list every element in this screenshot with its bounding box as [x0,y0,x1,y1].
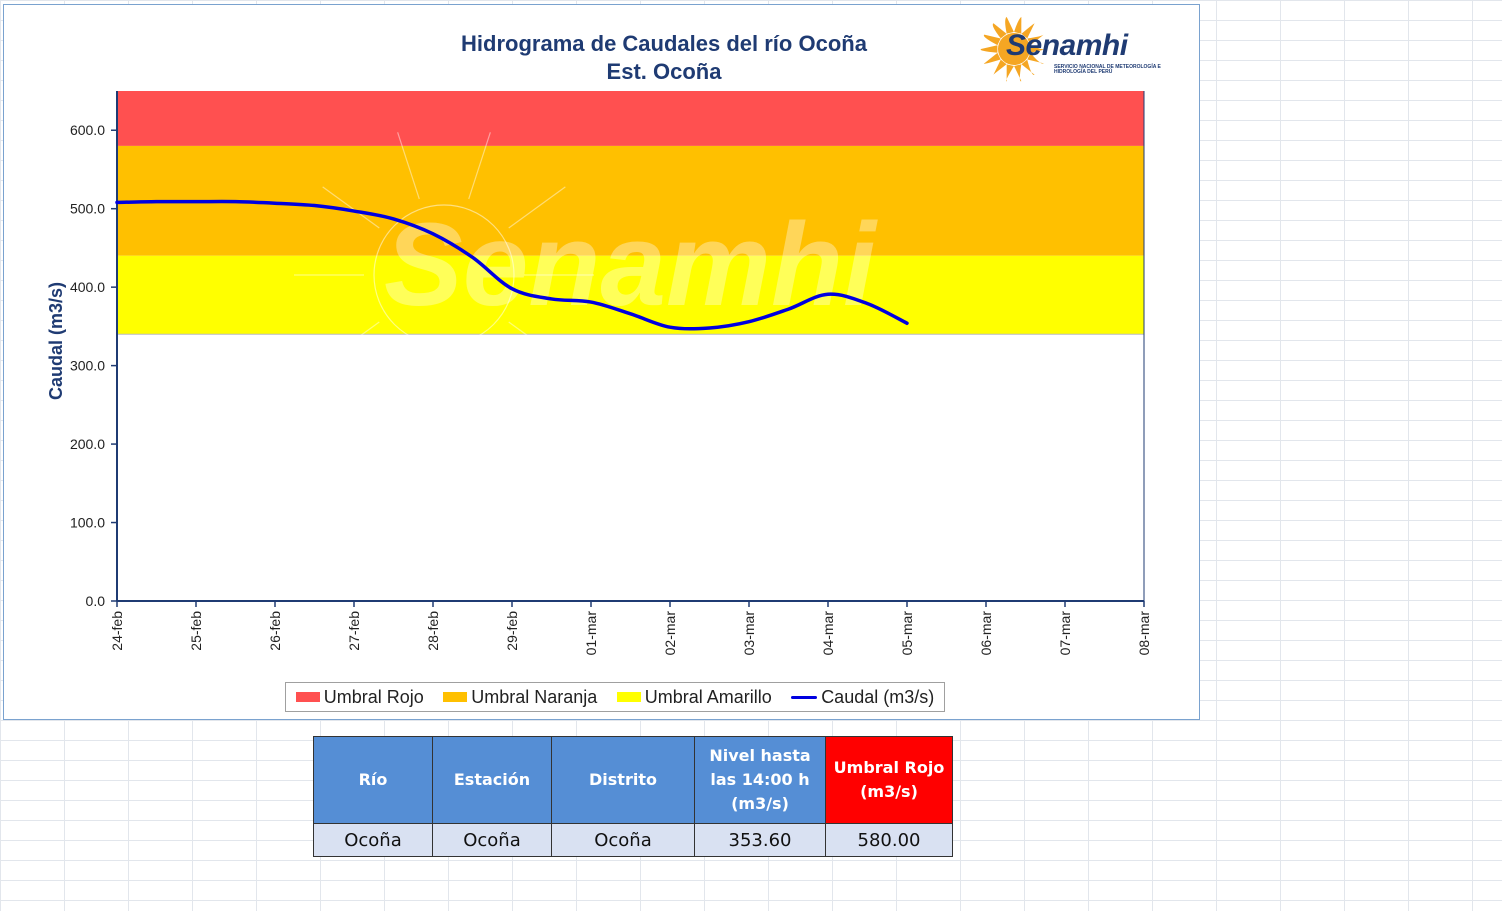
y-tick-label: 500.0 [70,201,105,217]
watermark-ray [397,132,420,200]
sun-ray [992,23,1007,39]
header-umbral-rojo: Umbral Rojo (m3/s) [825,736,953,824]
header-nivel: Nivel hasta las 14:00 h (m3/s) [694,736,826,824]
legend-item-naranja: Umbral Naranja [443,687,597,708]
x-tick-label: 04-mar [820,611,836,656]
x-tick-label: 01-mar [583,611,599,656]
sun-ray [992,59,1007,76]
watermark-ray [508,186,566,229]
x-tick-label: 26-feb [267,611,283,651]
y-tick-label: 400.0 [70,279,105,295]
x-tick-label: 02-mar [662,611,678,656]
y-tick-label: 100.0 [70,515,105,531]
legend-item-amarillo: Umbral Amarillo [616,686,772,708]
sun-ray [983,34,1001,46]
watermark-ray [322,186,380,229]
x-tick-label: 28-feb [425,611,441,651]
sun-ray [1014,64,1022,82]
sun-ray [1027,34,1044,46]
sun-ray [1014,16,1022,34]
watermark-text: Senamhi [384,199,878,331]
y-axis-label: Caudal (m3/s) [46,282,66,400]
y-tick-label: 300.0 [70,358,105,374]
x-tick-label: 29-feb [504,611,520,651]
band-0 [117,91,1144,146]
watermark-ray [508,321,566,364]
watermark-ray [397,350,420,418]
cell-rio: Ocoña [313,823,433,857]
sun-ray [983,52,1001,64]
chart-legend: Umbral Rojo Umbral Naranja Umbral Amaril… [285,682,945,712]
legend-item-caudal: Caudal (m3/s) [791,687,934,708]
table-header-row: Río Estación Distrito Nivel hasta las 14… [313,736,953,824]
watermark-ray [468,132,491,200]
legend-label-rojo: Umbral Rojo [323,686,424,707]
legend-label-naranja: Umbral Naranja [471,686,598,707]
x-tick-label: 27-feb [346,611,362,651]
watermark-ray [322,321,380,364]
watermark-sun [373,204,515,346]
summary-table: Río Estación Distrito Nivel hasta las 14… [313,736,953,857]
x-tick-label: 25-feb [188,611,204,651]
cell-estacion: Ocoña [432,823,552,857]
legend-label-amarillo: Umbral Amarillo [644,686,772,707]
header-estacion: Estación [432,736,552,824]
hydrograph-chart: Senamhi 0.0 100.0 200.0 300.0 400.0 500.0 600.0… [46,91,1152,656]
sun-ray [1005,64,1014,82]
chart-title: Hidrograma de Caudales del río Ocoña [461,31,867,56]
band-2 [117,255,1144,335]
legend-item-rojo: Umbral Rojo [295,686,424,708]
x-tick-label: 08-mar [1136,611,1152,656]
y-tick-label: 0.0 [86,593,106,609]
logo-wordmark: Senamhi [1006,29,1128,62]
cell-nivel: 353.60 [694,823,826,857]
x-tick-label: 03-mar [741,611,757,656]
x-tick-label: 07-mar [1057,611,1073,656]
sun-ray [980,45,998,53]
cell-distrito: Ocoña [551,823,695,857]
chart-subtitle: Est. Ocoña [606,59,722,84]
cell-umbral-rojo: 580.00 [825,823,953,857]
x-tick-label: 24-feb [109,611,125,651]
y-tick-label: 200.0 [70,436,105,452]
legend-line-caudal [791,695,818,699]
sun-ray [1027,52,1044,64]
sun-ray [1005,16,1014,34]
logo-subtitle: SERVICIO NACIONAL DE METEOROLOGÍA E HIDR… [1054,64,1161,75]
chart-frame: Senamhi 0.0 100.0 200.0 300.0 400.0 500.0 600.0… [3,4,1200,720]
header-distrito: Distrito [551,736,695,824]
sun-ray [1030,45,1047,53]
sun-icon [980,16,1047,82]
series-line-caudal [115,199,909,331]
header-rio: Río [313,736,433,824]
y-tick-label: 600.0 [70,122,105,138]
sun-ray [1021,59,1035,76]
watermark-ray [468,350,491,418]
x-tick-label: 05-mar [899,611,915,656]
band-1 [117,145,1144,256]
table-row: Ocoña Ocoña Ocoña 353.60 580.00 [313,823,953,857]
legend-swatch-amarillo [616,692,641,702]
legend-label-caudal: Caudal (m3/s) [821,686,935,707]
legend-swatch-naranja [443,692,468,702]
senamhi-logo: Senamhi SERVICIO NACIONAL DE METEOROLOGÍ… [976,15,1166,85]
sun-ray [1021,23,1035,39]
legend-swatch-rojo [295,692,320,702]
x-tick-label: 06-mar [978,611,994,656]
